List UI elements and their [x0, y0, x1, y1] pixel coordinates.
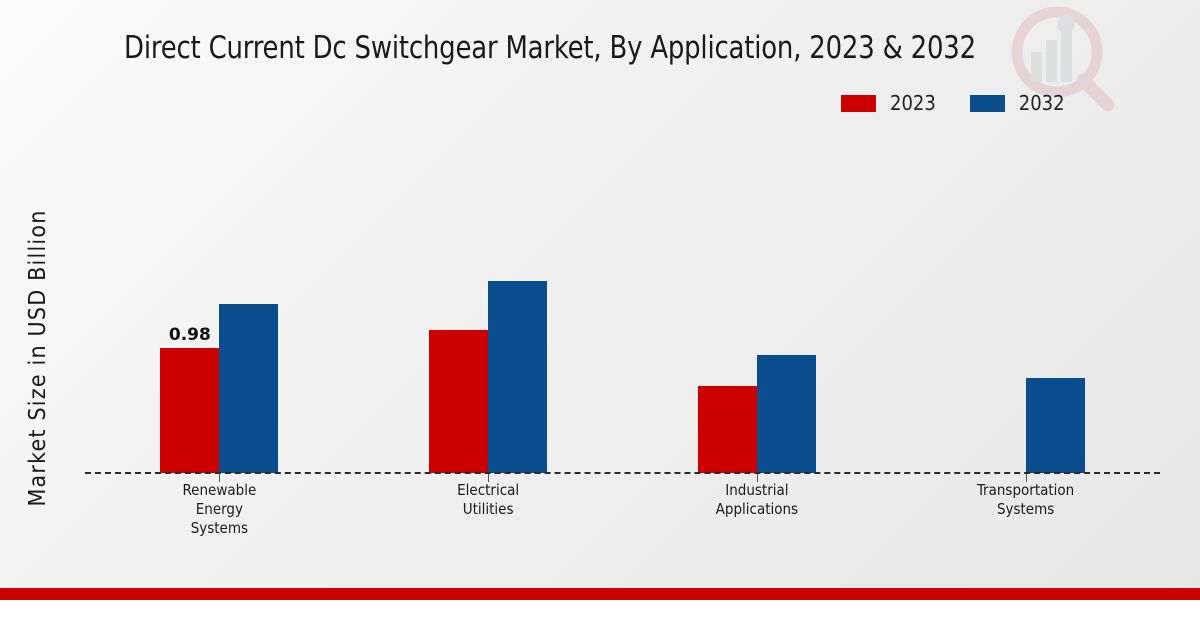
bar-2032-electrical-utilities[interactable]	[488, 281, 548, 473]
bar-pair: 0.98	[160, 130, 279, 473]
label-line: Industrial	[725, 481, 789, 499]
label-line: Applications	[715, 500, 799, 518]
legend-item-2023[interactable]: 2023	[841, 93, 936, 113]
legend-label-2023: 2023	[890, 91, 936, 115]
bar-group-industrial-applications	[623, 130, 892, 482]
x-axis-label-industrial-applications: Industrial Applications	[623, 481, 892, 538]
legend-label-2032: 2032	[1018, 91, 1065, 115]
legend-item-2032[interactable]: 2032	[969, 91, 1065, 115]
x-axis-tick	[756, 473, 758, 482]
bar-pair	[429, 130, 548, 473]
chart-root: Direct Current Dc Switchgear Market, By …	[0, 0, 1200, 600]
legend-swatch-2023	[841, 94, 876, 112]
bottom-accent-band	[0, 588, 1200, 600]
label-line: Systems	[190, 519, 249, 537]
x-axis-label-transportation-systems: Transportation Systems	[891, 481, 1160, 538]
bar-groups: 0.98	[85, 130, 1160, 482]
x-axis-tick	[488, 473, 490, 482]
x-axis-tick	[1025, 473, 1027, 482]
bar-group-renewable-energy-systems: 0.98	[85, 130, 354, 482]
bar-2032-industrial-applications[interactable]	[756, 355, 816, 473]
bar-2032-transportation-systems[interactable]	[1025, 378, 1085, 473]
legend-swatch-2032	[969, 94, 1005, 112]
chart-title: Direct Current Dc Switchgear Market, By …	[124, 30, 976, 66]
bar-2023-renewable-energy-systems[interactable]: 0.98	[160, 325, 220, 473]
label-line: Systems	[996, 500, 1055, 518]
bar-group-transportation-systems	[891, 130, 1160, 482]
bar-pair	[697, 130, 816, 473]
label-line: Energy	[195, 500, 243, 518]
x-axis-label-electrical-utilities: Electrical Utilities	[354, 481, 623, 538]
label-line: Utilities	[462, 500, 514, 518]
x-axis-label-renewable-energy-systems: Renewable Energy Systems	[85, 481, 354, 538]
bar-value-label: 0.98	[168, 325, 211, 346]
chart-legend: 2023 2032	[841, 93, 1065, 113]
bar-2023-electrical-utilities[interactable]	[429, 329, 489, 473]
x-axis-tick	[219, 473, 221, 482]
label-line: Renewable	[182, 481, 257, 499]
bar-pair	[967, 130, 1085, 473]
y-axis-title: Market Size in USD Billion	[25, 209, 51, 507]
bar-2032-renewable-energy-systems[interactable]	[219, 303, 279, 473]
bar-group-electrical-utilities	[354, 130, 623, 482]
x-axis-category-labels: Renewable Energy Systems Electrical Util…	[85, 481, 1160, 538]
label-line: Transportation	[977, 481, 1075, 499]
label-line: Electrical	[457, 481, 520, 499]
bar-2023-industrial-applications[interactable]	[697, 385, 757, 473]
x-axis-baseline	[85, 472, 1160, 474]
